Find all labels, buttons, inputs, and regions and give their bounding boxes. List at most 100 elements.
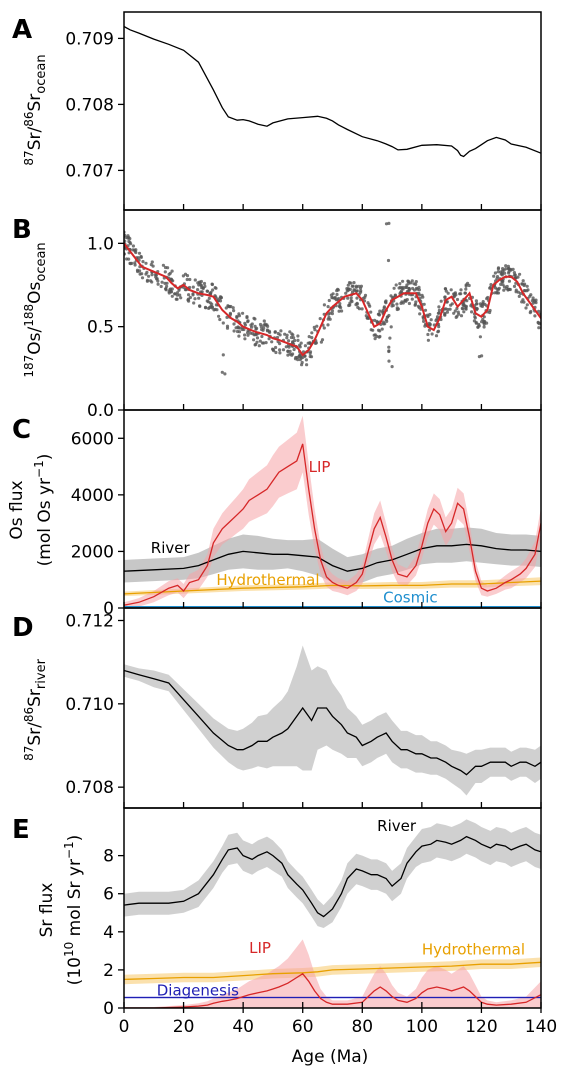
scatter-point [489,283,493,287]
scatter-point [154,275,158,279]
scatter-point [210,302,214,306]
scatter-point [403,299,407,303]
scatter-point [463,291,467,295]
scatter-point [289,335,293,340]
ylabel-d: 87Sr/86Srriver [22,658,49,761]
y-tick-label: 0.709 [65,29,114,49]
scatter-point [187,299,191,303]
scatter-point [372,333,376,337]
scatter-point [477,322,481,326]
band-lip [124,415,541,608]
scatter-point [533,314,537,318]
scatter-point [512,284,517,288]
y-tick-label: 0.710 [65,695,114,715]
scatter-point [354,284,358,288]
scatter-point [480,354,484,358]
scatter-point [514,288,518,292]
scatter-point [151,264,155,268]
scatter-point [326,323,330,327]
scatter-point [492,274,496,278]
scatter-point [522,283,526,288]
y-tick-label: 1.0 [87,234,114,254]
scatter-point [358,286,363,290]
annotation-hydrothermal: Hydrothermal [422,941,525,959]
scatter-point [124,235,128,239]
scatter-point [219,296,223,300]
scatter-point [161,263,165,267]
scatter-point [347,281,352,285]
scatter-point [245,316,249,320]
scatter-point [327,315,331,319]
scatter-point [255,336,260,340]
scatter-point [260,334,264,339]
scatter-point [346,287,350,291]
scatter-point [369,310,373,314]
scatter-point [271,347,275,351]
scatter-point [225,315,229,319]
scatter-point [469,304,473,308]
scatter-point [365,316,370,320]
scatter-point [310,336,314,340]
scatter-point [285,336,289,340]
y-tick-label: 2 [103,961,114,981]
scatter-point [211,288,215,292]
scatter-point [378,309,382,313]
scatter-point [496,270,500,274]
scatter-point [396,307,400,311]
scatter-point [322,326,326,330]
ylabel-e-line2: (1010 mol Sr yr−1) [62,835,85,986]
scatter-point [210,282,214,286]
scatter-point [255,326,259,330]
scatter-point [281,348,286,352]
scatter-point [221,353,225,357]
scatter-point [521,298,525,302]
scatter-point [165,284,169,288]
scatter-point [170,269,174,273]
scatter-point [318,317,322,321]
scatter-point [429,318,433,322]
panel-b: 0.0 0.5 1.0 [87,209,542,421]
scatter-point [506,264,510,268]
annotation-lip: LIP [309,458,331,476]
scatter-point [428,322,432,326]
scatter-point [322,303,326,307]
scatter-point [214,286,218,290]
scatter-point [386,258,391,263]
x-tick-label: 40 [232,1017,254,1037]
scatter-point [327,298,331,303]
scatter-point [252,338,256,342]
scatter-point [337,309,341,313]
scatter-point [537,326,541,330]
scatter-point [529,293,533,297]
scatter-point [140,276,145,280]
scatter-point [213,307,217,311]
scatter-point [495,275,500,279]
y-tick-label: 6000 [71,429,114,449]
scatter-point [473,316,477,320]
scatter-point [377,312,381,316]
panel-a: 0.707 0.708 0.709 [65,11,542,211]
scatter-point [502,285,507,289]
panel-label-a: A [12,15,32,45]
scatter-point [258,339,262,343]
scatter-point [485,297,489,301]
scatter-point [163,265,168,270]
scatter-point [350,290,355,294]
scatter-point [410,297,414,301]
scatter-point [524,306,528,310]
scatter-point [446,291,450,295]
scatter-point [418,312,422,316]
scatter-point [355,296,359,300]
scatter-point [175,291,179,295]
scatter-point [224,306,228,310]
scatter-point [389,294,393,298]
scatter-point [167,272,171,276]
scatter-point [454,315,458,319]
scatter-point [241,311,245,315]
series-line-hydrothermal [124,961,541,981]
scatter-point [360,307,364,311]
scatter-point [412,288,417,292]
y-tick-label: 0.0 [87,401,114,421]
scatter-point [481,302,485,306]
scatter-point [188,295,192,300]
